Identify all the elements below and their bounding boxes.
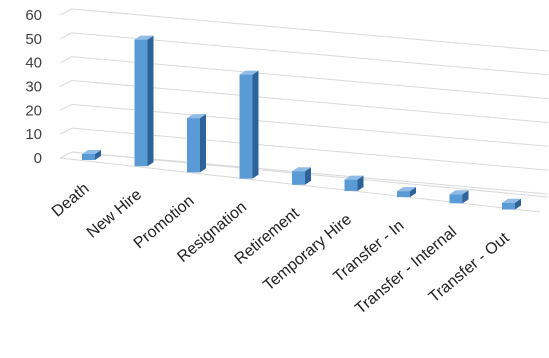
bar-front: [82, 154, 95, 160]
y-tick-label: 60: [25, 7, 42, 24]
bar-top: [502, 198, 521, 203]
bar-top: [239, 70, 259, 75]
bar-front: [292, 171, 305, 185]
bar-front: [449, 194, 463, 204]
bar-front: [187, 118, 200, 173]
bar-transfer-out: [502, 198, 521, 210]
bar-top: [397, 187, 416, 192]
bar-side: [357, 175, 364, 191]
bar-top: [292, 167, 311, 172]
bar-front: [502, 202, 515, 210]
gridline-side: [59, 80, 73, 87]
bar-temporary-hire: [344, 175, 364, 191]
bar-retirement: [292, 167, 311, 185]
gridline-side: [59, 56, 73, 64]
bar-new-hire: [134, 35, 154, 167]
x-tick-label: New Hire: [84, 186, 145, 241]
y-tick-label: 40: [25, 55, 42, 72]
bar-side: [305, 167, 311, 185]
y-tick-label: 0: [34, 150, 42, 167]
y-tick-label: 50: [25, 31, 42, 48]
bar-promotion: [187, 114, 206, 173]
bar-top: [449, 190, 469, 195]
gridline-side: [59, 103, 73, 111]
bar-top: [187, 114, 206, 119]
y-tick-label: 20: [25, 102, 42, 119]
bar-side: [95, 150, 101, 160]
gridline-side: [59, 127, 73, 135]
x-tick-label: Death: [49, 180, 93, 220]
bar-side: [200, 114, 206, 173]
y-axis-ticks: 0 10 20 30 40 50 60: [25, 7, 42, 167]
bar-front: [344, 179, 358, 191]
bar-front: [134, 39, 148, 167]
bar-front: [239, 74, 253, 179]
bar-resignation: [239, 70, 259, 179]
bar-side: [410, 187, 416, 198]
gridline-side: [59, 151, 73, 159]
bar-death: [82, 150, 101, 160]
bar-side: [252, 70, 259, 179]
bar-top: [344, 175, 364, 180]
bar-front: [397, 191, 410, 198]
y-tick-label: 10: [25, 126, 42, 143]
bar-side: [462, 190, 469, 204]
bar-top: [82, 150, 101, 154]
bar-transfer-in: [397, 187, 416, 198]
gridline: [71, 8, 549, 52]
bar-side: [515, 198, 521, 210]
x-tick-label: Transfer - Internal: [352, 223, 460, 317]
bar-transfer-internal: [449, 190, 469, 204]
bar-top: [134, 35, 154, 40]
y-tick-label: 30: [25, 79, 42, 96]
gridline-side: [59, 32, 73, 40]
gridline-side: [59, 8, 73, 16]
bars: [82, 35, 521, 210]
bar-side: [147, 35, 154, 167]
